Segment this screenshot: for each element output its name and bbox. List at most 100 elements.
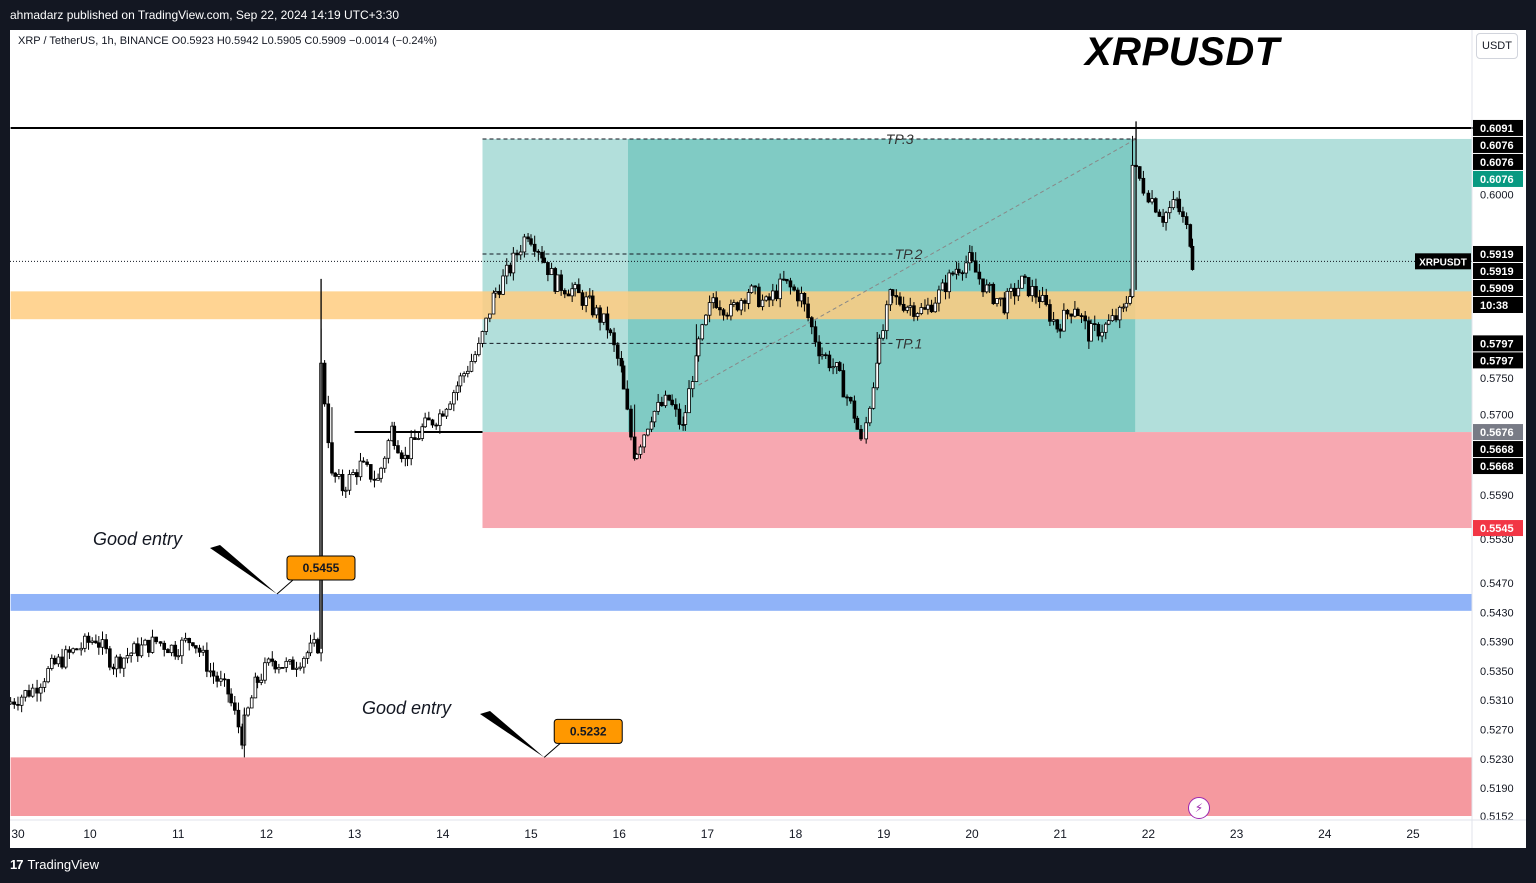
candle-body: [176, 655, 181, 658]
candle-body: [915, 313, 920, 317]
currency-button[interactable]: USDT: [1476, 33, 1518, 59]
candle-body: [194, 645, 198, 649]
candle-body: [933, 302, 938, 313]
price-callout-text: 0.5455: [303, 561, 340, 575]
price-callout: [286, 555, 356, 581]
candle-body: [132, 643, 136, 654]
candle-body: [187, 637, 192, 644]
candle-body: [1114, 315, 1118, 321]
candle-body: [150, 636, 155, 653]
price-axis-label-text: 0.6076: [1480, 174, 1514, 186]
candle-body: [108, 648, 112, 668]
candle-body: [355, 472, 359, 478]
candle-body: [964, 262, 968, 274]
price-axis-label: [1473, 262, 1523, 279]
candle-body: [484, 317, 488, 332]
candle-body: [1190, 245, 1195, 270]
candle-body: [1069, 313, 1074, 317]
price-axis-label: [1473, 119, 1523, 136]
candle-body: [1188, 224, 1193, 247]
candle-body: [951, 272, 955, 275]
candle-body: [1040, 294, 1045, 302]
candle-body: [753, 285, 757, 288]
candle-body: [888, 289, 893, 306]
candle-body: [173, 644, 178, 657]
lightning-icon[interactable]: ⚡: [1188, 797, 1210, 819]
candle-body: [704, 314, 708, 326]
candle-body: [673, 404, 678, 410]
candle-body: [255, 676, 260, 683]
candle-body: [881, 330, 885, 339]
candle-body: [63, 649, 68, 668]
candle-body: [670, 399, 674, 406]
candle-body: [827, 354, 832, 369]
x-tick-label: 23: [1230, 827, 1244, 841]
candle-body: [465, 370, 470, 374]
candle-body: [573, 284, 577, 290]
candle-body: [122, 657, 126, 669]
candle-body: [1164, 212, 1168, 223]
candle-body: [368, 464, 373, 480]
candle-body: [35, 687, 39, 694]
candle-body: [584, 296, 588, 306]
candle-body: [1009, 287, 1013, 292]
candle-body: [809, 317, 814, 328]
price-axis-label: [1473, 279, 1523, 296]
chart-frame[interactable]: TP.3 TP.2 TP.1 Good entry 0.5455 Good entry 0.…: [10, 30, 1526, 848]
candle-body: [452, 392, 456, 405]
y-tick-label: 0.5190: [1480, 783, 1514, 795]
tp-label: TP.2: [895, 246, 923, 262]
candle-body: [104, 639, 108, 650]
candle-body: [764, 296, 768, 301]
candle-body: [871, 387, 876, 409]
candle-body: [438, 413, 442, 426]
candle-body: [749, 285, 754, 293]
price-axis-label: [1473, 335, 1523, 352]
candle-body: [326, 403, 331, 444]
candle-body: [462, 373, 466, 377]
candle-body: [802, 292, 807, 305]
candle-body: [817, 341, 821, 357]
price-axis-label: [1473, 424, 1523, 441]
candle-body: [197, 647, 202, 653]
candle-body: [444, 408, 449, 417]
candle-body: [629, 408, 633, 438]
candle-body: [890, 289, 895, 296]
candle-body: [263, 662, 267, 681]
published-header: ahmadarz published on TradingView.com, S…: [10, 8, 400, 22]
candle-body: [859, 428, 863, 440]
candle-body: [448, 403, 452, 410]
candle-body: [852, 400, 857, 419]
candle-body: [86, 635, 91, 643]
tradingview-logo[interactable]: 17 TradingView: [10, 857, 99, 872]
candle-body: [1062, 309, 1066, 332]
candle-body: [1096, 324, 1101, 337]
candle-body: [416, 438, 421, 440]
candle-body: [201, 649, 205, 653]
candle-body: [501, 275, 505, 295]
candle-body: [379, 467, 383, 479]
candle-body: [905, 306, 910, 311]
candle-body: [813, 326, 818, 343]
candle-body: [947, 272, 952, 293]
candle-body: [259, 679, 264, 683]
candle-body: [784, 278, 789, 282]
price-axis-label: [1473, 153, 1523, 170]
candle-body: [1079, 315, 1084, 318]
candle-body: [919, 307, 924, 314]
chart-canvas[interactable]: TP.3 TP.2 TP.1 Good entry 0.5455 Good entry 0.…: [10, 30, 1526, 848]
candle-body: [1037, 296, 1042, 302]
y-tick-label: 0.5700: [1480, 409, 1514, 421]
candle-body: [739, 300, 744, 311]
candle-body: [125, 655, 130, 659]
x-tick-label: 25: [1406, 827, 1420, 841]
candle-body: [1157, 211, 1162, 217]
candle-body: [180, 639, 184, 657]
x-tick-label: 12: [260, 827, 274, 841]
tradingview-logo-icon: 17: [10, 857, 24, 872]
candle-body: [46, 668, 50, 683]
candle-body: [1137, 166, 1142, 179]
candle-body: [615, 344, 620, 359]
candle-body: [229, 693, 233, 704]
candle-body: [420, 426, 425, 439]
